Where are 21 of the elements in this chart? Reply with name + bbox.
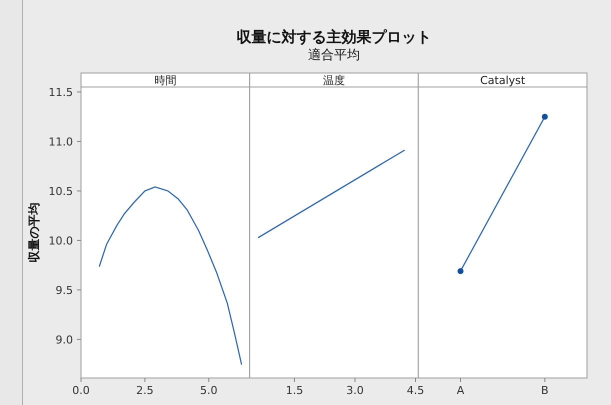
x-tick-label: 0.0 <box>72 384 90 397</box>
y-axis-title: 収量の平均 <box>27 202 41 262</box>
x-tick-label: 2.5 <box>136 384 154 397</box>
y-tick-label: 10.5 <box>48 184 73 198</box>
y-tick-label: 10.0 <box>48 234 73 248</box>
x-tick-label: 3.0 <box>346 384 364 397</box>
line-series <box>98 186 242 365</box>
y-tick-label: 9.5 <box>56 284 73 297</box>
x-tick-label: B <box>541 384 549 397</box>
x-tick-label: A <box>456 384 465 397</box>
y-tick-label: 9.0 <box>56 333 73 346</box>
x-axis-title: 温度 <box>323 74 345 87</box>
text: 適合平均 <box>308 47 360 63</box>
x-tick-label: 4.5 <box>406 384 424 397</box>
x-axis-title: Catalyst <box>480 74 526 87</box>
y-tick-label: 11.5 <box>48 86 73 99</box>
text: 収量に対する主効果プロット <box>236 28 432 46</box>
x-axis-title: 時間 <box>154 74 176 87</box>
x-tick-label: 5.0 <box>200 384 218 397</box>
x-tick-label: 1.5 <box>286 384 304 397</box>
y-tick-label: 11.0 <box>48 135 73 148</box>
